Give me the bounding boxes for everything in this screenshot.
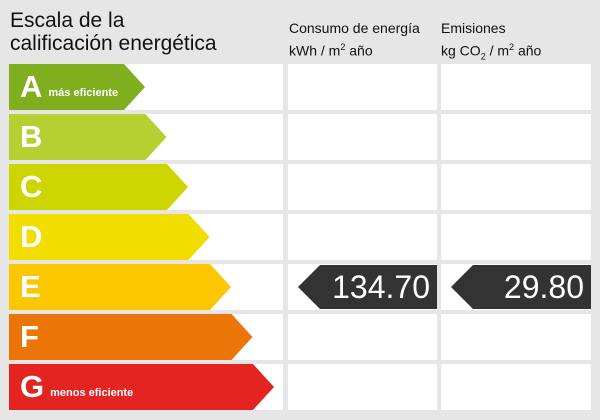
- emissions-cell: [441, 364, 591, 410]
- emissions-cell: [441, 164, 591, 210]
- title-line-2: calificación energética: [10, 32, 217, 55]
- energy-class-arrow-b: B: [9, 114, 167, 160]
- class-label: menos eficiente: [50, 387, 134, 399]
- emissions-label: Emisiones: [441, 20, 506, 36]
- unit: kWh / m: [289, 42, 341, 59]
- consumption-cell: [288, 164, 437, 210]
- unit: kg CO: [441, 42, 481, 59]
- class-letter: E: [20, 269, 41, 304]
- consumption-label: Consumo de energía: [289, 20, 420, 36]
- class-letter: F: [20, 319, 39, 354]
- emissions-header: Emisiones kg CO2 / m2 año: [441, 19, 541, 66]
- emissions-cell: [441, 314, 591, 360]
- class-letter: C: [20, 169, 43, 204]
- energy-class-arrow-d: D: [9, 214, 210, 260]
- consumption-cell: [288, 214, 437, 260]
- class-letter: A: [20, 69, 43, 104]
- emissions-cell: [441, 214, 591, 260]
- unit-sup: 2: [509, 42, 515, 52]
- energy-class-arrow-e: E: [9, 264, 231, 310]
- class-letter: B: [20, 119, 43, 154]
- class-letter: G: [20, 369, 45, 404]
- consumption-cell: [288, 64, 437, 110]
- consumption-cell: [288, 364, 437, 410]
- emissions-value-badge: 29.80: [451, 265, 591, 309]
- emissions-cell: [441, 114, 591, 160]
- consumption-unit: kWh / m2 año: [289, 38, 420, 61]
- class-letter: D: [20, 219, 43, 254]
- emissions-unit: kg CO2 / m2 año: [441, 38, 541, 66]
- title-line-1: Escala de la: [10, 9, 125, 32]
- unit: año: [345, 42, 373, 59]
- consumption-value-badge: 134.70: [298, 265, 437, 309]
- consumption-cell: [288, 114, 437, 160]
- unit: año: [514, 42, 542, 59]
- consumption-cell: [288, 314, 437, 360]
- energy-class-arrow-f: F: [9, 314, 253, 360]
- unit: / m: [485, 42, 510, 59]
- emissions-cell: [441, 64, 591, 110]
- energy-class-arrow-c: C: [9, 164, 188, 210]
- class-label: más eficiente: [48, 87, 119, 99]
- scale-title: Escala de la calificación energética: [10, 9, 217, 55]
- unit-sup: 2: [340, 42, 346, 52]
- unit-sub: 2: [480, 51, 486, 62]
- consumption-header: Consumo de energía kWh / m2 año: [289, 19, 420, 61]
